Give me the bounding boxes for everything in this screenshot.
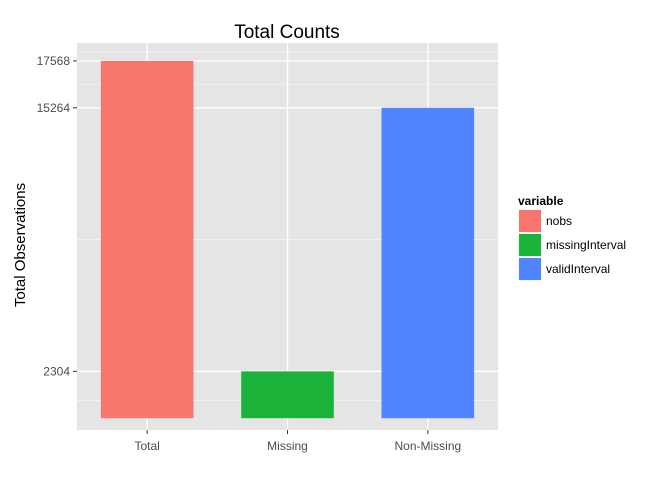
bar-nobs bbox=[100, 60, 194, 419]
y-tick-label: 15264 bbox=[37, 101, 71, 115]
x-tick-label: Total bbox=[134, 439, 159, 453]
bars bbox=[100, 60, 475, 419]
legend-label: missingInterval bbox=[546, 238, 626, 252]
bar-missingInterval bbox=[241, 371, 334, 419]
y-tick-label: 2304 bbox=[43, 364, 70, 378]
y-axis-ticks: 2304 15264 17568 bbox=[37, 54, 77, 378]
y-axis-label: Total Observations bbox=[12, 183, 29, 307]
x-tick-label: Non-Missing bbox=[394, 439, 461, 453]
legend-entries: nobs missingInterval validInterval bbox=[517, 208, 626, 282]
chart-title: Total Counts bbox=[234, 22, 340, 43]
legend-label: nobs bbox=[546, 214, 572, 228]
legend-swatch-missingInterval bbox=[519, 234, 541, 256]
legend-swatch-validInterval bbox=[519, 258, 541, 280]
legend-title: variable bbox=[518, 194, 564, 208]
bar-validInterval bbox=[381, 107, 475, 419]
legend-label: validInterval bbox=[546, 262, 610, 276]
legend: variable nobs missingInterval validInterva… bbox=[517, 194, 626, 282]
y-tick-label: 17568 bbox=[37, 54, 71, 68]
x-tick-label: Missing bbox=[267, 439, 308, 453]
x-axis-ticks: Total Missing Non-Missing bbox=[134, 430, 461, 453]
legend-swatch-nobs bbox=[519, 210, 541, 232]
